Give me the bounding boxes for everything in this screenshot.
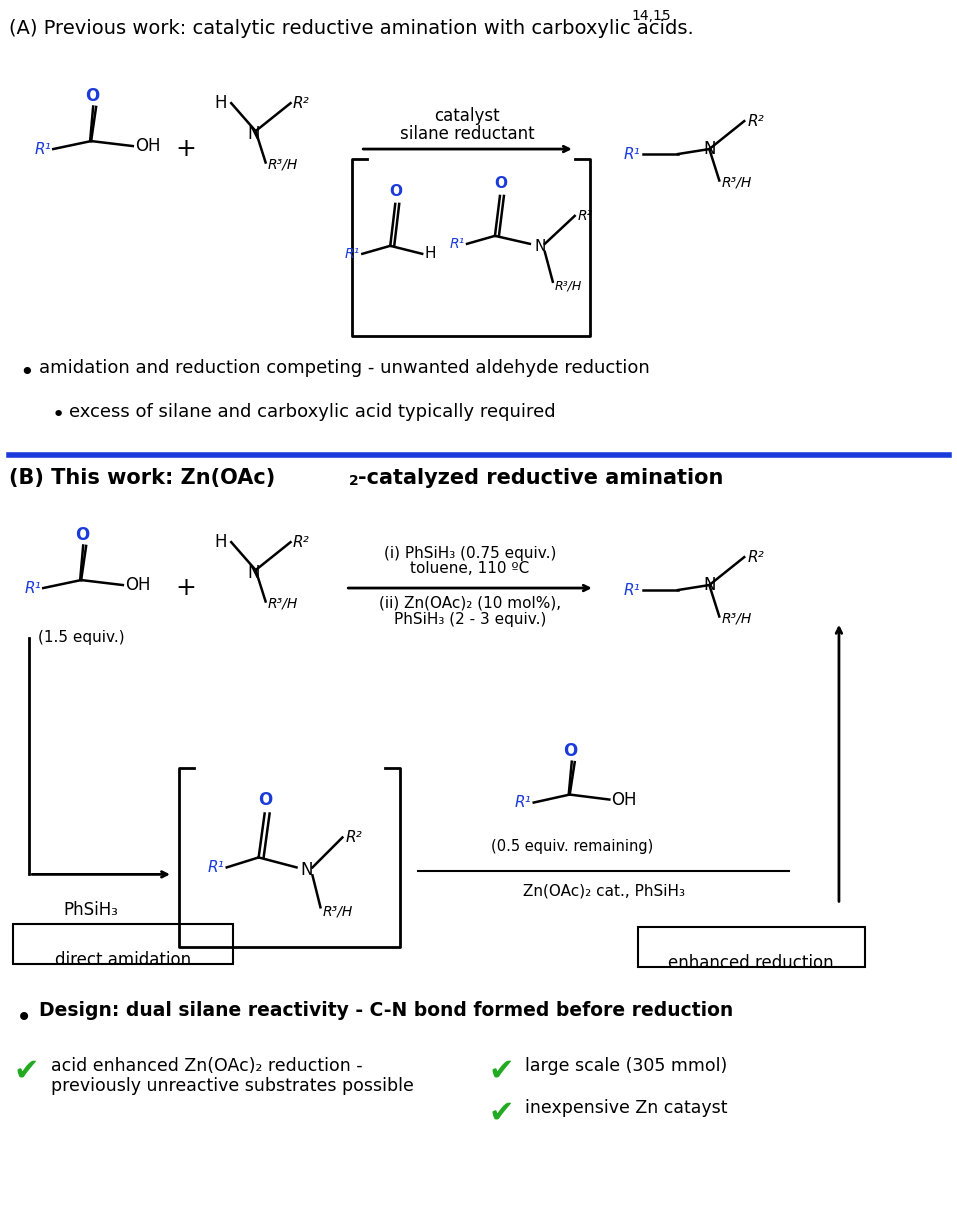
Text: •: • bbox=[19, 361, 34, 385]
Text: (B) This work: Zn(OAc): (B) This work: Zn(OAc) bbox=[10, 468, 276, 489]
Text: R¹: R¹ bbox=[450, 237, 465, 250]
Text: large scale (305 mmol): large scale (305 mmol) bbox=[524, 1058, 727, 1074]
Text: ✔: ✔ bbox=[488, 1058, 514, 1085]
Text: R²: R² bbox=[747, 549, 764, 565]
Text: ✔: ✔ bbox=[488, 1099, 514, 1128]
Text: (A) Previous work: catalytic reductive amination with carboxylic acids.: (A) Previous work: catalytic reductive a… bbox=[10, 19, 694, 39]
Text: R¹: R¹ bbox=[34, 142, 52, 156]
Text: H: H bbox=[424, 247, 435, 261]
Text: inexpensive Zn catayst: inexpensive Zn catayst bbox=[524, 1099, 727, 1117]
Text: R³/H: R³/H bbox=[268, 157, 298, 172]
Text: -catalyzed reductive amination: -catalyzed reductive amination bbox=[358, 468, 723, 489]
Text: R³/H: R³/H bbox=[323, 904, 353, 918]
Text: R³/H: R³/H bbox=[268, 597, 298, 611]
Text: toluene, 110 ºC: toluene, 110 ºC bbox=[411, 560, 529, 576]
Text: N: N bbox=[703, 140, 716, 159]
Text: OH: OH bbox=[124, 576, 150, 594]
Text: Zn(OAc)₂ cat., PhSiH₃: Zn(OAc)₂ cat., PhSiH₃ bbox=[523, 883, 684, 898]
Text: N: N bbox=[248, 564, 260, 582]
Text: •: • bbox=[52, 405, 64, 426]
Text: (ii) Zn(OAc)₂ (10 mol%),: (ii) Zn(OAc)₂ (10 mol%), bbox=[379, 595, 561, 610]
Text: •: • bbox=[16, 1004, 33, 1032]
Text: R²: R² bbox=[747, 114, 764, 128]
Text: R³/H: R³/H bbox=[555, 280, 582, 293]
Text: ✔: ✔ bbox=[13, 1058, 39, 1085]
Text: R²: R² bbox=[345, 830, 362, 845]
Text: (1.5 equiv.): (1.5 equiv.) bbox=[38, 630, 124, 645]
Bar bbox=[13, 924, 233, 964]
Text: enhanced reduction: enhanced reduction bbox=[668, 955, 834, 972]
Text: (i) PhSiH₃ (0.75 equiv.): (i) PhSiH₃ (0.75 equiv.) bbox=[384, 546, 556, 560]
Text: R²: R² bbox=[293, 535, 309, 549]
Text: previously unreactive substrates possible: previously unreactive substrates possibl… bbox=[52, 1077, 414, 1095]
Text: 14,15: 14,15 bbox=[632, 10, 671, 23]
Text: 2: 2 bbox=[348, 474, 358, 489]
Text: O: O bbox=[389, 184, 403, 198]
Text: H: H bbox=[214, 94, 227, 113]
Text: direct amidation: direct amidation bbox=[55, 951, 191, 969]
Text: O: O bbox=[258, 790, 273, 808]
Text: R¹: R¹ bbox=[25, 581, 41, 595]
Text: +: + bbox=[175, 137, 196, 161]
Text: R¹: R¹ bbox=[345, 247, 361, 261]
Text: R³/H: R³/H bbox=[722, 611, 751, 626]
Text: N: N bbox=[248, 125, 260, 143]
Text: silane reductant: silane reductant bbox=[400, 125, 534, 143]
Text: H: H bbox=[214, 534, 227, 551]
Text: OH: OH bbox=[135, 137, 161, 155]
Text: excess of silane and carboxylic acid typically required: excess of silane and carboxylic acid typ… bbox=[69, 403, 556, 421]
Text: N: N bbox=[300, 862, 313, 880]
Text: O: O bbox=[75, 526, 89, 544]
Text: Design: dual silane reactivity - C-N bond formed before reduction: Design: dual silane reactivity - C-N bon… bbox=[39, 1001, 733, 1020]
Text: N: N bbox=[535, 240, 546, 254]
Text: R²: R² bbox=[578, 209, 593, 223]
Text: N: N bbox=[703, 576, 716, 594]
Text: O: O bbox=[495, 175, 507, 191]
Text: R¹: R¹ bbox=[623, 146, 640, 162]
Text: R¹: R¹ bbox=[208, 860, 225, 875]
Text: +: + bbox=[175, 576, 196, 600]
Text: R¹: R¹ bbox=[623, 582, 640, 598]
Text: PhSiH₃ (2 - 3 equiv.): PhSiH₃ (2 - 3 equiv.) bbox=[394, 612, 546, 627]
Text: R¹: R¹ bbox=[515, 795, 532, 809]
Text: acid enhanced Zn(OAc)₂ reduction -: acid enhanced Zn(OAc)₂ reduction - bbox=[52, 1058, 363, 1074]
Text: amidation and reduction competing - unwanted aldehyde reduction: amidation and reduction competing - unwa… bbox=[39, 358, 650, 376]
Text: catalyst: catalyst bbox=[434, 108, 500, 125]
Text: OH: OH bbox=[612, 790, 636, 808]
Text: O: O bbox=[85, 87, 100, 105]
Text: R³/H: R³/H bbox=[722, 175, 751, 190]
Bar bbox=[637, 927, 865, 967]
Text: R²: R² bbox=[293, 96, 309, 110]
Text: PhSiH₃: PhSiH₃ bbox=[64, 901, 119, 920]
Text: O: O bbox=[564, 742, 578, 760]
Text: (0.5 equiv. remaining): (0.5 equiv. remaining) bbox=[491, 840, 653, 854]
